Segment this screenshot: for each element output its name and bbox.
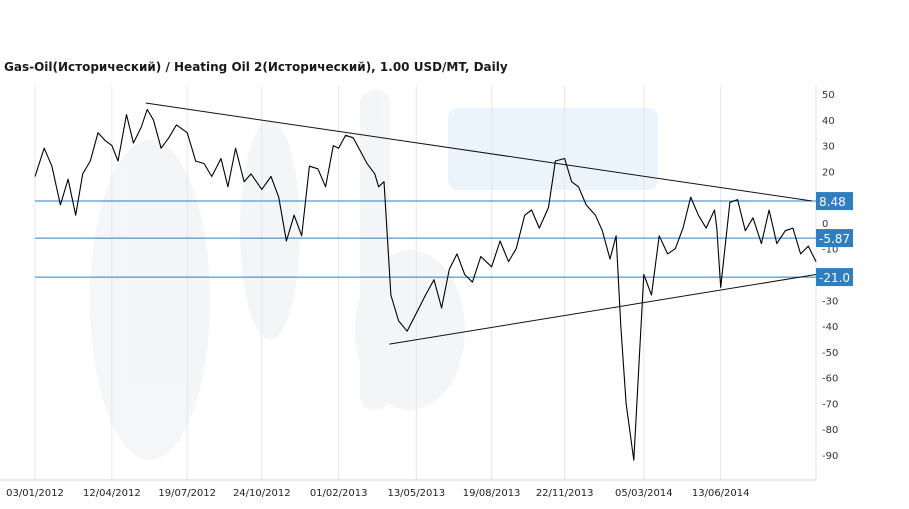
y-tick-label: -70 [822, 399, 838, 410]
y-tick-label: 50 [822, 90, 835, 101]
horizontal-levels [35, 200, 816, 278]
level-label-box [816, 192, 853, 211]
price-series [34, 108, 817, 461]
chart-title: Gas-Oil(Исторический) / Heating Oil 2(Ис… [4, 60, 508, 74]
level-label: -5.87 [819, 232, 850, 246]
x-axis: 03/01/2012 12/04/2012 19/07/2012 24/10/2012… [6, 488, 749, 499]
watermark-logo [90, 90, 465, 460]
watermark-text [448, 108, 658, 190]
y-tick-label: -10 [822, 245, 838, 256]
y-tick-label: 30 [822, 142, 835, 153]
y-tick-label: 20 [822, 167, 835, 178]
vertical-gridlines [0, 86, 817, 481]
trendline [145, 102, 813, 202]
x-tick-label: 22/11/2013 [536, 488, 594, 499]
x-tick-label: 03/01/2012 [6, 488, 64, 499]
y-tick-label: 40 [822, 116, 835, 127]
level-labels: 8.48 -5.87 -21.0 [816, 192, 853, 287]
level-label-box [816, 229, 853, 248]
x-tick-label: 12/04/2012 [83, 488, 141, 499]
y-tick-label: -90 [822, 451, 838, 462]
trendline [389, 274, 817, 345]
y-tick-label: -30 [822, 296, 838, 307]
x-tick-label: 01/02/2013 [310, 488, 368, 499]
y-tick-label: -40 [822, 322, 838, 333]
series-line [34, 108, 817, 461]
x-tick-label: 24/10/2012 [233, 488, 291, 499]
trendlines [145, 102, 817, 345]
x-tick-label: 13/05/2013 [387, 488, 445, 499]
x-tick-label: 19/07/2012 [158, 488, 216, 499]
x-tick-label: 19/08/2013 [463, 488, 521, 499]
y-tick-label: 0 [822, 219, 828, 230]
y-tick-label: -80 [822, 425, 838, 436]
x-tick-label: 05/03/2014 [615, 488, 673, 499]
y-tick-label: -60 [822, 374, 838, 385]
level-label: 8.48 [819, 195, 846, 209]
x-tick-label: 13/06/2014 [692, 488, 750, 499]
level-label: -21.0 [819, 271, 850, 285]
level-label-box [816, 268, 853, 287]
y-tick-label: -50 [822, 348, 838, 359]
